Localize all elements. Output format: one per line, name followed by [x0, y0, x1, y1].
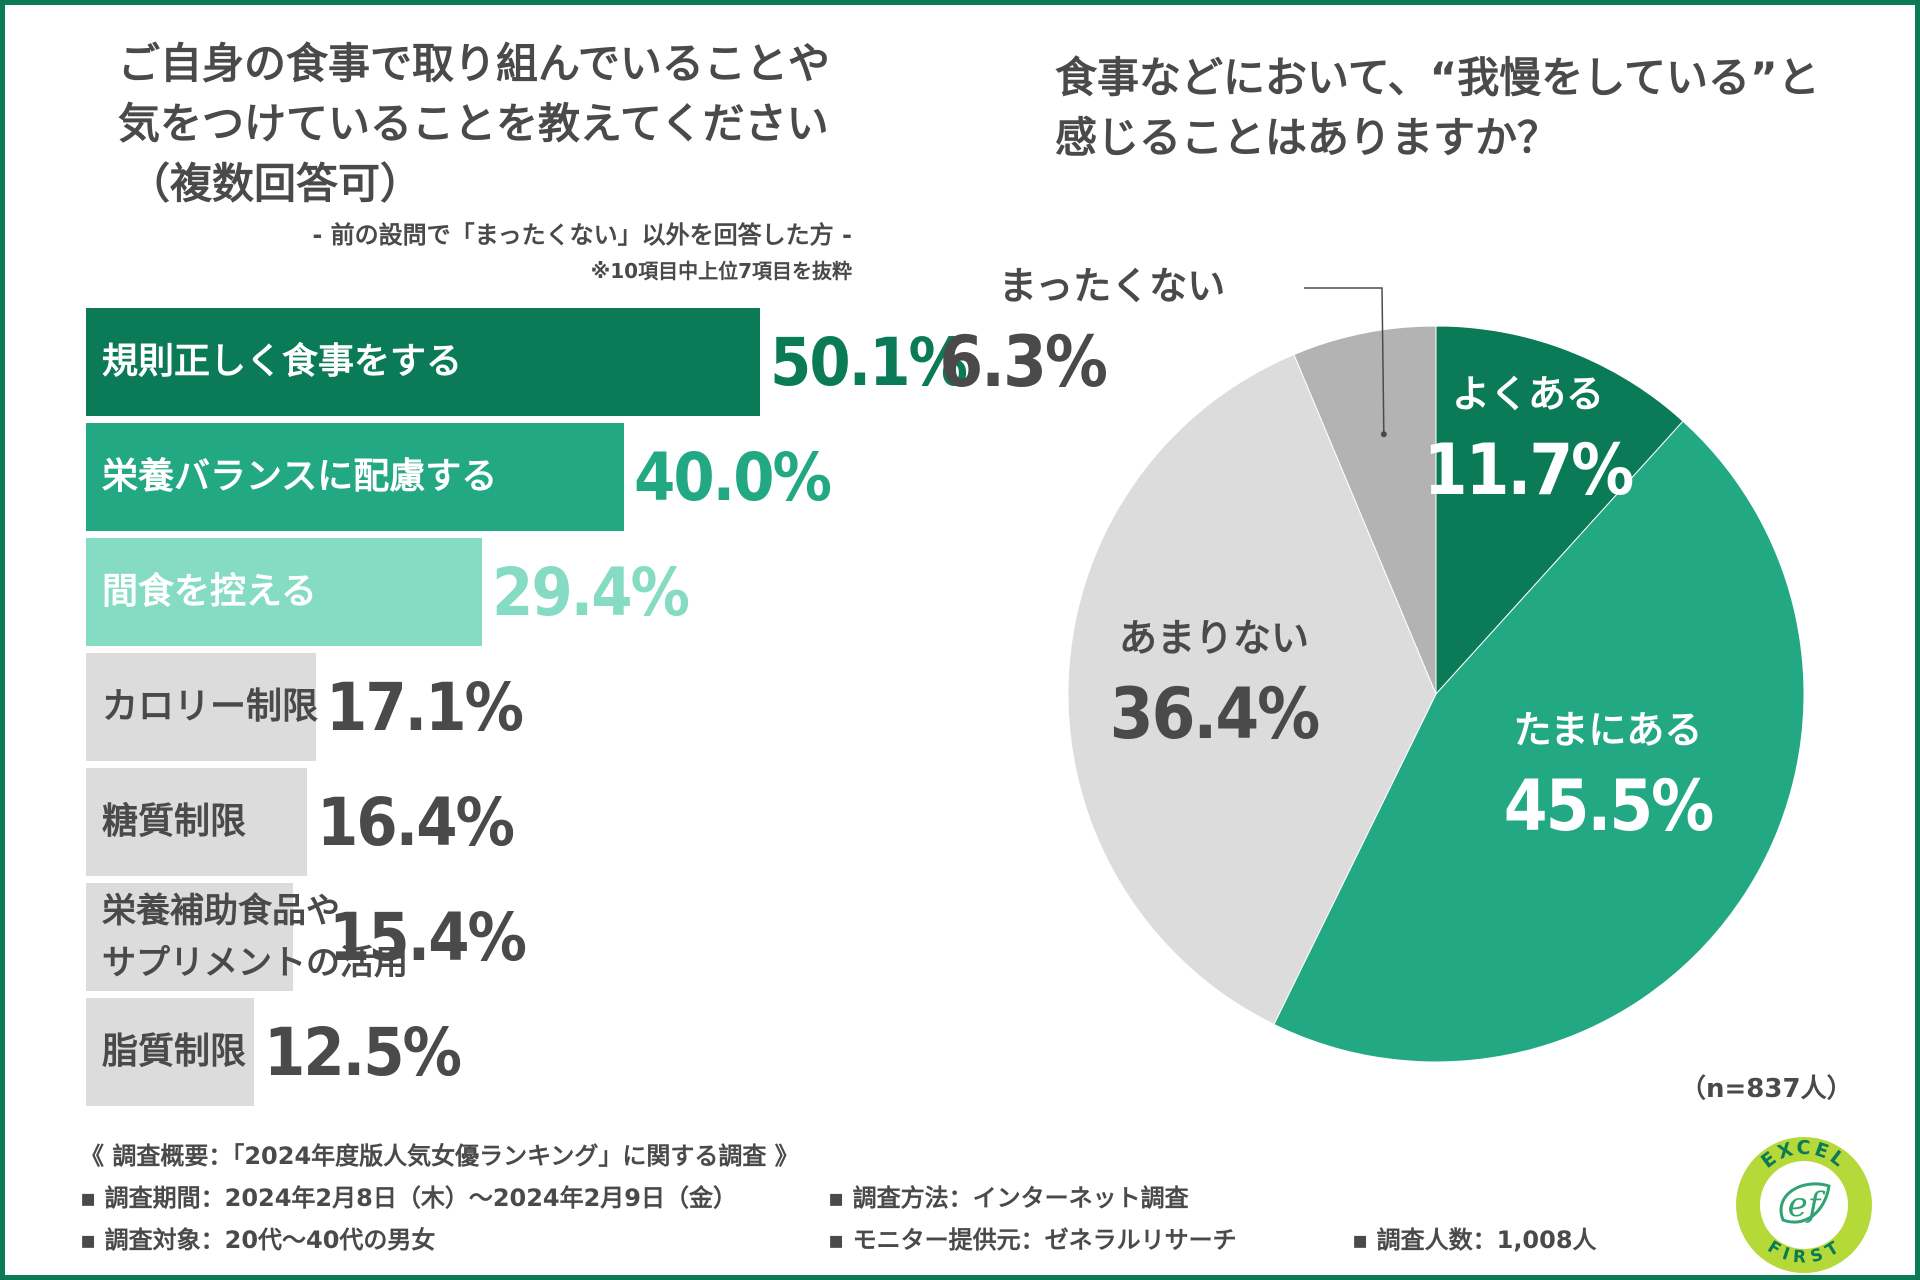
pie-chart-title: 食事などにおいて、“我慢をしている”と 感じることはありますか？ — [1055, 48, 1875, 168]
bar-label: 間食を控える — [102, 571, 317, 612]
bar — [86, 308, 760, 416]
bar-value-label: 16.4% — [317, 783, 515, 861]
bar — [86, 998, 254, 1106]
bar-label: カロリー制限 — [102, 686, 319, 727]
bar-label: 栄養バランスに配慮する — [102, 456, 498, 497]
bar-chart-title: ご自身の食事で取り組んでいることや 気をつけていることを教えてください （複数回… — [118, 34, 878, 214]
bar-chart: 規則正しく食事をする 50.1% 栄養バランスに配慮する 40.0% 間食を控える 29.… — [86, 308, 968, 1106]
bar-label-line: サプリメントの活用 — [102, 943, 408, 983]
bar-value-label: 29.4% — [492, 553, 690, 631]
bar — [86, 538, 482, 646]
logo-mark-text: ef — [1788, 1185, 1826, 1225]
bar-chart-subtitle: - 前の設問で「まったくない」以外を回答した方 - — [312, 221, 852, 249]
bar — [86, 883, 293, 991]
bar-chart-title-line-2: 気をつけていることを教えてください — [118, 99, 829, 148]
survey-period: ▪ 調査期間：2024年2月8日（木）〜2024年2月9日（金） — [80, 1184, 738, 1212]
bar-value-label: 40.0% — [634, 438, 832, 516]
bar-chart-title-line-1: ご自身の食事で取り組んでいることや — [118, 39, 830, 88]
bar-value-label: 12.5% — [264, 1013, 462, 1091]
survey-provider: ▪ モニター提供元：ゼネラルリサーチ — [828, 1226, 1237, 1254]
bar-chart-note: ※10項目中上位7項目を抜粋 — [590, 259, 852, 283]
bar-value-label: 15.4% — [329, 898, 527, 976]
survey-count: ▪ 調査人数：1,008人 — [1352, 1226, 1597, 1254]
bar-value-label: 17.1% — [326, 668, 524, 746]
bar-value-label: 50.1% — [770, 323, 968, 401]
bar — [86, 423, 624, 531]
bar-chart-title-line-3: （複数回答可） — [128, 159, 423, 208]
bar — [86, 653, 316, 761]
pie-chart-title-line-1: 食事などにおいて、“我慢をしている”と — [1055, 53, 1820, 102]
excel-first-logo: ef EXCEL FIRST — [1733, 1134, 1875, 1276]
bar-label: 糖質制限 — [102, 801, 247, 842]
survey-heading: 《 調査概要：「2024年度版人気女優ランキング」に関する調査 》 — [80, 1142, 799, 1170]
sample-size-note: （n=837人） — [1680, 1074, 1853, 1104]
bar-label: 脂質制限 — [102, 1031, 247, 1072]
bar-label: 規則正しく食事をする — [102, 341, 463, 382]
survey-method: ▪ 調査方法：インターネット調査 — [828, 1184, 1189, 1212]
pie-chart-title-line-2: 感じることはありますか？ — [1055, 113, 1560, 162]
bar-label: 栄養補助食品やサプリメントの活用 — [102, 883, 408, 991]
bar-label-line: 栄養補助食品や — [102, 891, 340, 931]
survey-target: ▪ 調査対象：20代〜40代の男女 — [80, 1226, 436, 1254]
excel-first-logo-icon: ef EXCEL FIRST — [1736, 1137, 1872, 1273]
bar — [86, 768, 307, 876]
